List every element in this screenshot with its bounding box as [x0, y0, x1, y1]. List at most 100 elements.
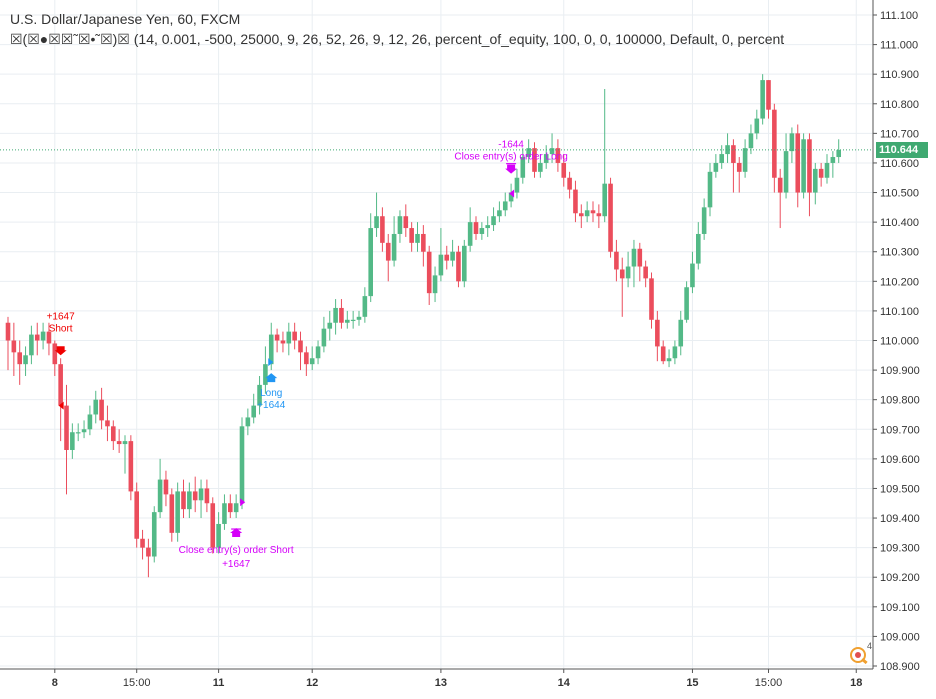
- candle-body: [567, 177, 572, 190]
- candle-body: [473, 222, 479, 234]
- candle-body: [543, 154, 549, 163]
- candle-body: [251, 405, 256, 418]
- y-tick-label: 110.300: [880, 247, 919, 259]
- candle-body: [789, 133, 795, 152]
- candle-body: [75, 432, 81, 434]
- candle-body: [619, 269, 625, 279]
- close-short-marker-icon: [240, 498, 246, 507]
- candle-body: [222, 503, 227, 524]
- y-tick-label: 110.800: [880, 99, 919, 111]
- candle-body: [795, 133, 801, 193]
- x-tick-label: 15:00: [123, 677, 151, 689]
- candle-body: [818, 168, 824, 178]
- close-long-label: Close entry(s) order Long: [454, 152, 567, 163]
- candle-body: [573, 189, 578, 214]
- candle-body: [233, 503, 239, 513]
- candle-body: [52, 343, 58, 365]
- last-price-badge: 110.644: [876, 141, 928, 158]
- candle-body: [210, 503, 216, 548]
- x-tick-label: 15:00: [755, 677, 783, 689]
- candle-body: [263, 364, 268, 385]
- annotation-long-entry: Long+1644: [257, 358, 286, 411]
- y-tick-label: 108.900: [880, 661, 920, 673]
- long-entry-label: Long: [260, 388, 282, 399]
- candle-body: [602, 183, 607, 217]
- close-short-label: Close entry(s) order Short: [179, 545, 294, 556]
- candle-body: [374, 216, 379, 229]
- candle-body: [5, 322, 11, 341]
- candle-body: [93, 399, 99, 415]
- candle-body: [368, 228, 373, 297]
- candle-body: [807, 139, 812, 193]
- candle-body: [309, 358, 315, 365]
- candle-body: [286, 331, 292, 344]
- tradingview-logo-icon[interactable]: 4: [848, 641, 872, 665]
- candle-body: [198, 488, 204, 501]
- candle-body: [538, 162, 543, 172]
- y-tick-label: 109.100: [880, 602, 920, 614]
- strategy-parameters: ☒(☒●☒☒˜☒•˜☒)☒ (14, 0.001, -500, 25000, 9…: [10, 31, 785, 47]
- candle-body: [456, 251, 461, 282]
- short-entry-marker-icon: [58, 401, 64, 410]
- candle-body: [561, 162, 567, 178]
- candle-body: [532, 148, 537, 172]
- candle-body: [280, 340, 286, 344]
- candle-body: [467, 222, 473, 246]
- candle-body: [690, 263, 695, 288]
- candle-body: [292, 331, 297, 341]
- candlestick-series: [5, 74, 841, 578]
- grid: [0, 0, 873, 669]
- candle-body: [268, 334, 274, 365]
- candle-body: [637, 248, 643, 267]
- candle-body: [725, 145, 730, 155]
- annotation-close-long: Close entry(s) order Long-1644: [454, 140, 568, 198]
- candle-body: [678, 319, 684, 347]
- candle-body: [333, 307, 338, 323]
- candle-body: [23, 355, 28, 365]
- y-tick-label: 110.600: [880, 158, 919, 170]
- y-tick-label: 110.100: [880, 306, 919, 318]
- candle-body: [754, 118, 760, 134]
- candle-body: [491, 216, 496, 226]
- candle-body: [713, 162, 719, 172]
- y-tick-label: 109.400: [880, 513, 920, 525]
- y-tick-label: 109.000: [880, 631, 920, 643]
- candle-body: [590, 210, 596, 214]
- long-entry-profit: +1644: [257, 400, 286, 411]
- candle-body: [432, 275, 438, 294]
- candle-body: [274, 334, 280, 341]
- candle-body: [485, 225, 490, 229]
- candle-body: [772, 109, 777, 178]
- candle-body: [579, 213, 584, 217]
- candle-body: [298, 340, 303, 353]
- candle-body: [40, 331, 46, 341]
- candle-body: [655, 319, 660, 347]
- candle-body: [128, 441, 134, 492]
- y-tick-label: 110.500: [880, 188, 919, 200]
- candle-body: [99, 399, 104, 421]
- close-short-arrow-icon: [230, 528, 243, 538]
- candle-body: [245, 417, 251, 427]
- candle-body: [666, 358, 672, 362]
- close-long-arrow-icon: [505, 164, 518, 174]
- candle-body: [526, 148, 531, 158]
- candle-body: [216, 523, 221, 548]
- short-entry-profit: +1647: [47, 311, 76, 322]
- candle-body: [169, 494, 175, 533]
- y-tick-label: 110.900: [880, 69, 919, 81]
- candle-body: [34, 334, 40, 341]
- candle-body: [614, 251, 619, 270]
- candle-body: [421, 233, 426, 252]
- candle-body: [813, 168, 818, 193]
- y-tick-label: 109.600: [880, 454, 920, 466]
- candle-body: [327, 322, 333, 329]
- candle-body: [672, 346, 678, 359]
- y-tick-label: 109.700: [880, 424, 920, 436]
- x-tick-label: 18: [850, 677, 862, 689]
- close-long-marker-icon: [509, 189, 515, 198]
- chart-title: U.S. Dollar/Japanese Yen, 60, FXCM: [10, 11, 241, 27]
- candle-body: [760, 80, 765, 119]
- candle-body: [502, 201, 508, 211]
